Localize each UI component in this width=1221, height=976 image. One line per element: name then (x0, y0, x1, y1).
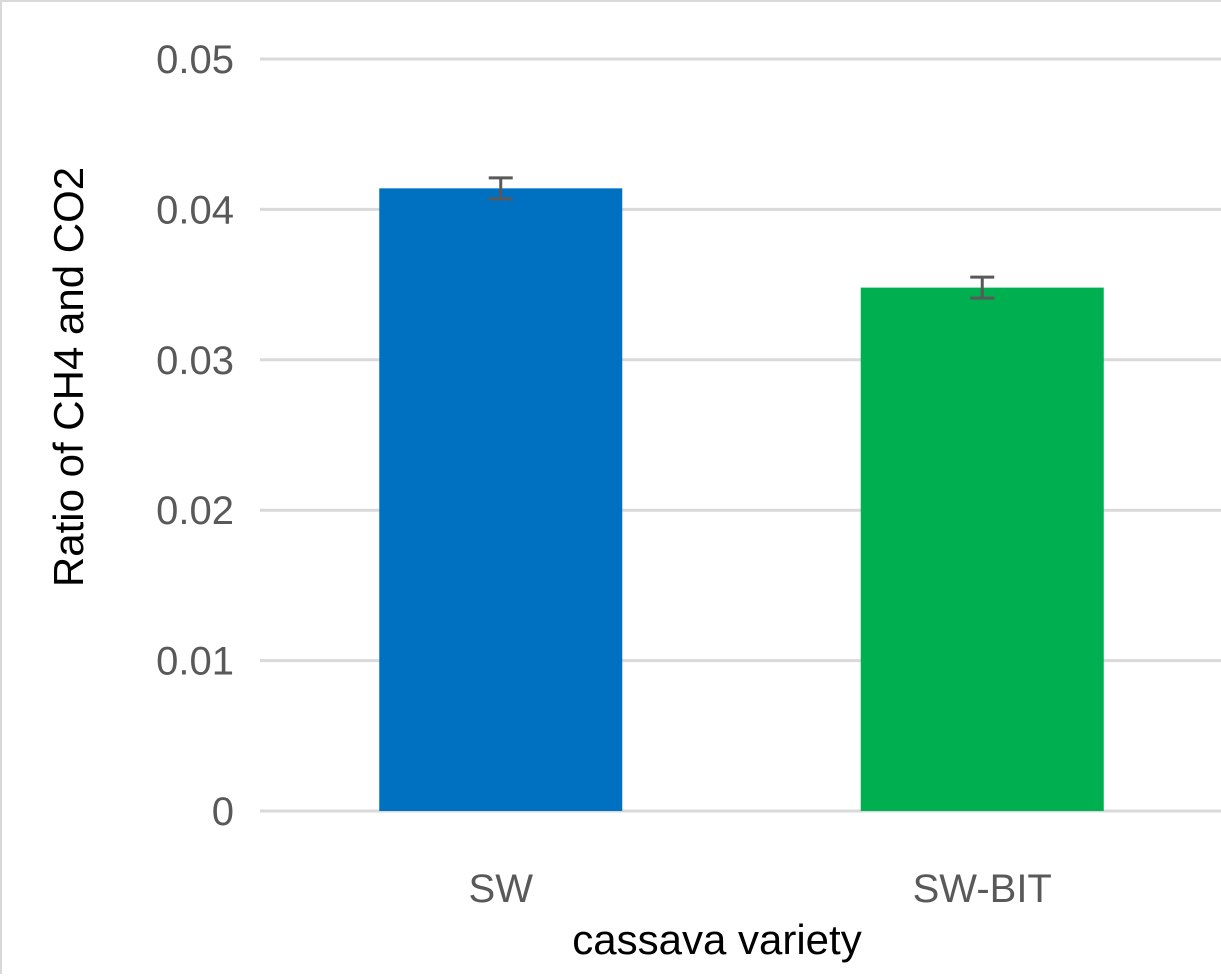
y-tick-label: 0 (212, 790, 234, 834)
x-axis-title: cassava variety (572, 916, 861, 963)
error-bar-sw-bit (970, 275, 995, 300)
y-tick-labels: 0 0.01 0.02 0.03 0.04 0.05 (156, 38, 234, 834)
category-label-sw-bit: SW-BIT (913, 867, 1052, 911)
error-bars (488, 176, 995, 300)
bar-sw (379, 188, 623, 811)
y-tick-label: 0.04 (156, 188, 234, 232)
y-tick-label: 0.05 (156, 38, 234, 82)
y-tick-label: 0.02 (156, 489, 234, 533)
bar-sw-bit (860, 287, 1104, 811)
y-tick-label: 0.01 (156, 640, 234, 684)
bars (379, 188, 1104, 811)
y-tick-label: 0.03 (156, 339, 234, 383)
category-labels: SW SW-BIT (469, 867, 1052, 911)
category-label-sw: SW (469, 867, 534, 911)
y-axis-title: Ratio of CH4 and CO2 (45, 167, 92, 587)
error-bar-sw (488, 176, 513, 201)
